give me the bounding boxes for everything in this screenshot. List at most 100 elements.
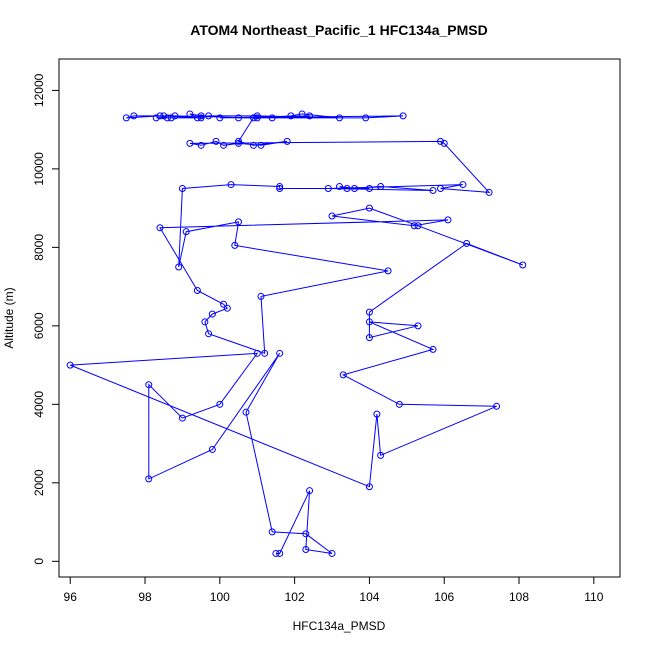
data-point [459, 181, 467, 189]
data-point [186, 139, 194, 147]
data-point [350, 185, 358, 192]
data-point [485, 188, 493, 196]
data-point [395, 400, 403, 408]
data-point [414, 322, 422, 330]
data-point [328, 549, 336, 557]
chart-title: ATOM4 Northeast_Pacific_1 HFC134a_PMSD [190, 22, 487, 38]
y-tick-label: 0 [32, 558, 46, 565]
data-point [436, 137, 444, 145]
data-point [253, 114, 261, 122]
data-point [178, 185, 186, 192]
data-point [377, 183, 385, 191]
data-point [253, 112, 261, 120]
data-point [272, 549, 280, 557]
data-point [253, 349, 261, 357]
data-point [197, 112, 205, 120]
data-point [298, 110, 306, 118]
data-point [257, 292, 265, 300]
data-point [235, 137, 243, 145]
data-point [373, 410, 381, 418]
data-point [336, 183, 343, 191]
data-point [145, 475, 153, 483]
data-point [249, 141, 257, 149]
data-point [167, 114, 175, 122]
x-tick-label: 108 [509, 590, 529, 604]
data-point [156, 112, 164, 120]
plot-area [66, 110, 527, 557]
data-point [287, 112, 295, 120]
data-point [276, 349, 284, 357]
data-point [201, 318, 209, 326]
data-point [362, 114, 370, 122]
x-tick-label: 96 [64, 590, 78, 604]
y-tick-label: 8000 [32, 234, 46, 261]
data-point [463, 239, 471, 247]
data-point [276, 185, 284, 192]
data-point [261, 349, 269, 357]
data-point [193, 114, 201, 122]
data-point [205, 112, 213, 120]
data-point [163, 114, 171, 122]
data-point [365, 185, 373, 192]
data-point [122, 114, 130, 122]
plot-frame [58, 58, 621, 578]
data-point [160, 112, 168, 120]
data-point [429, 345, 437, 353]
data-point [399, 112, 407, 120]
y-tick-label: 10000 [32, 152, 46, 186]
data-point [365, 334, 373, 342]
data-point [257, 141, 265, 149]
data-point [339, 371, 347, 379]
data-point [377, 451, 385, 459]
data-point [249, 114, 257, 122]
data-point [212, 137, 220, 145]
x-axis: 96 98 100 102 104 106 108 110 [64, 576, 604, 604]
data-point [493, 402, 501, 410]
data-point [156, 224, 164, 232]
data-point [235, 218, 243, 226]
data-point [410, 222, 418, 230]
data-point [231, 241, 239, 249]
data-point [276, 183, 284, 191]
data-point [235, 114, 243, 122]
data-point [205, 330, 213, 338]
data-point [197, 114, 205, 122]
x-tick-label: 100 [210, 590, 230, 604]
data-point [414, 222, 422, 230]
x-tick-label: 102 [285, 590, 305, 604]
data-point [220, 300, 228, 308]
data-point [130, 112, 138, 120]
data-point [152, 114, 160, 122]
data-point [208, 445, 216, 453]
data-point [178, 414, 186, 422]
data-point [66, 361, 74, 369]
y-tick-label: 12000 [32, 73, 46, 107]
data-point [444, 216, 452, 224]
data-point [384, 267, 392, 275]
data-point [193, 287, 201, 295]
data-point [276, 549, 284, 557]
data-point [328, 212, 336, 220]
data-point [220, 141, 228, 149]
data-point [365, 318, 373, 326]
data-point [343, 185, 351, 192]
data-point [283, 137, 291, 145]
y-tick-label: 2000 [32, 469, 46, 496]
data-point [268, 114, 276, 122]
data-point [242, 408, 250, 416]
y-tick-label: 4000 [32, 391, 46, 418]
series-line [70, 113, 523, 554]
x-tick-label: 98 [138, 590, 152, 604]
data-point [175, 263, 183, 271]
data-point [519, 261, 527, 269]
data-point [324, 185, 332, 192]
data-point [306, 487, 314, 495]
data-point [208, 310, 216, 318]
data-point [365, 204, 373, 212]
data-point [182, 228, 190, 236]
data-point [227, 181, 235, 189]
data-point [429, 186, 437, 194]
data-point [235, 139, 243, 147]
data-point [336, 114, 343, 122]
